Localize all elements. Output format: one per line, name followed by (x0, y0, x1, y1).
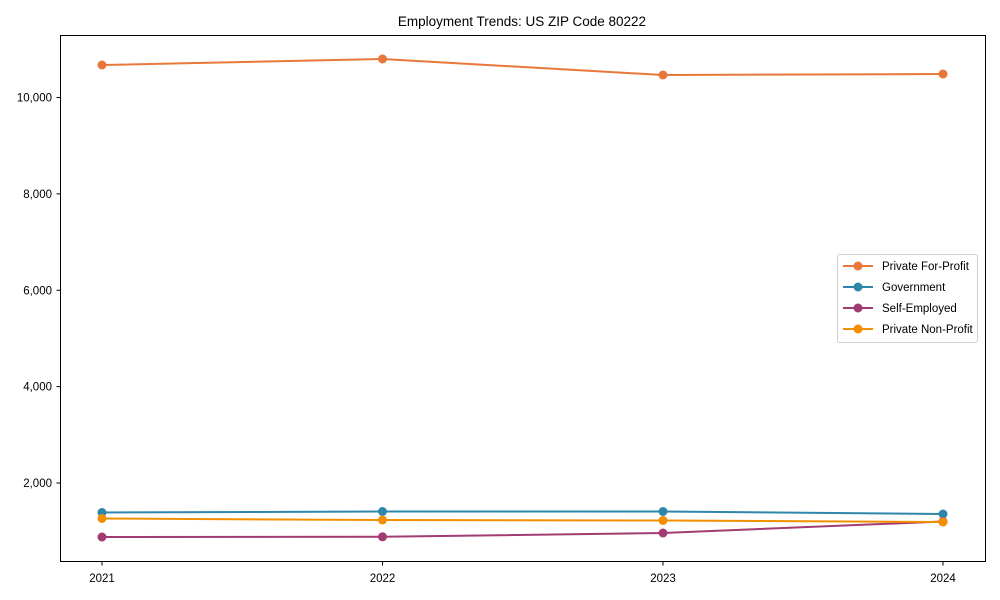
legend-label: Government (882, 282, 946, 294)
legend-marker-icon (853, 261, 863, 271)
y-tick-label: 6,000 (23, 285, 52, 297)
axes-frame (60, 35, 986, 562)
data-point-marker (658, 70, 668, 80)
legend-marker-icon (853, 303, 863, 313)
x-tick-label: 2021 (89, 573, 115, 585)
legend-item: Private For-Profit (843, 261, 970, 273)
legend-box (837, 254, 978, 343)
y-tick-label: 10,000 (17, 93, 52, 105)
data-point-marker (378, 507, 387, 516)
legend-label: Private Non-Profit (882, 324, 974, 336)
data-point-marker (658, 516, 668, 525)
series-private-for-profit (97, 54, 948, 80)
legend-marker-icon (853, 282, 863, 292)
y-axis: 2,000 4,000 6,000 8,000 10,000 (17, 93, 61, 490)
data-point-marker (658, 507, 668, 516)
series-government (97, 507, 948, 519)
x-tick-label: 2022 (370, 573, 396, 585)
legend-marker-icon (853, 324, 863, 334)
series-private-non-profit (97, 514, 948, 527)
legend-item: Private Non-Profit (843, 324, 974, 336)
data-point-marker (938, 69, 948, 79)
series-line (101, 57, 944, 77)
data-point-marker (938, 509, 948, 519)
data-point-marker (658, 528, 668, 538)
legend-item: Self-Employed (843, 303, 957, 315)
legend-label: Self-Employed (882, 303, 957, 315)
data-point-marker (97, 60, 107, 70)
legend-item: Government (843, 282, 946, 294)
x-tick-label: 2024 (930, 573, 956, 585)
series-line (101, 520, 944, 538)
chart-title: Employment Trends: US ZIP Code 80222 (398, 14, 646, 29)
x-tick-label: 2023 (650, 573, 676, 585)
legend-label: Private For-Profit (882, 261, 970, 273)
y-tick-label: 4,000 (23, 382, 52, 394)
data-point-marker (378, 54, 387, 64)
data-point-marker (378, 532, 387, 542)
y-tick-label: 8,000 (23, 189, 52, 201)
series-line (101, 510, 944, 515)
legend: Private For-Profit Government Self-Employe… (837, 254, 978, 343)
series-line (101, 517, 944, 523)
data-point-marker (97, 514, 107, 523)
data-point-marker (97, 532, 107, 542)
data-point-marker (378, 515, 387, 525)
plot-area (97, 54, 948, 542)
data-point-marker (938, 517, 948, 527)
y-tick-label: 2,000 (23, 478, 52, 490)
x-axis: 2021 2022 2023 2024 (89, 561, 956, 585)
